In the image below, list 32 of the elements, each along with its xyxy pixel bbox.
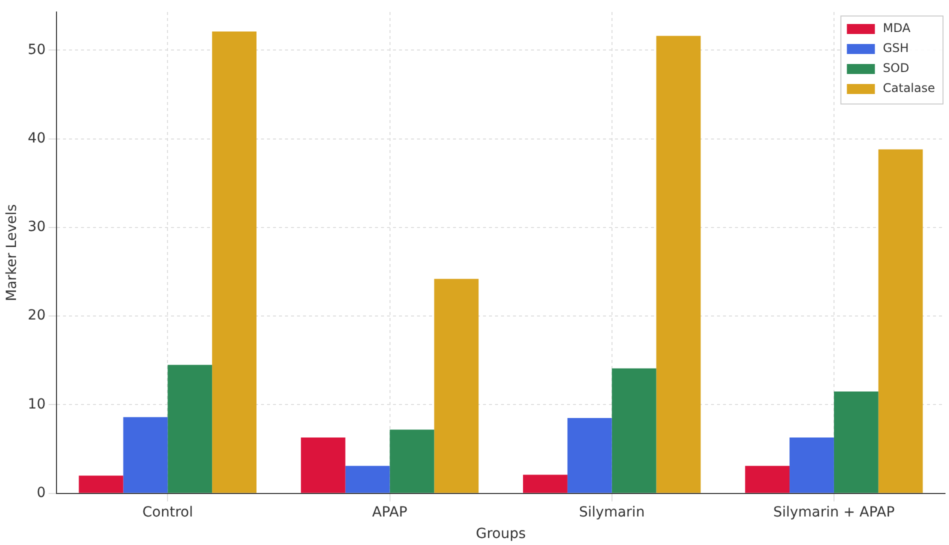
legend-label: Catalase [882, 81, 936, 96]
bar [168, 364, 212, 493]
x-tick-label: APAP [372, 504, 408, 520]
x-tick-label: Silymarin [579, 504, 645, 520]
y-tick-label: 40 [28, 130, 46, 146]
bar [434, 278, 479, 493]
bar [390, 430, 434, 493]
y-tick-label: 20 [28, 308, 46, 324]
bar [878, 149, 923, 493]
x-tick-label: Control [142, 504, 193, 520]
y-tick-label: 0 [36, 485, 46, 502]
legend-label: SOD [882, 61, 910, 76]
y-tick-label: 50 [28, 42, 46, 58]
bar [300, 438, 346, 493]
y-axis-title: Marker Levels [4, 204, 20, 302]
bar [656, 36, 701, 493]
bar [745, 466, 790, 493]
y-tick-label: 30 [28, 219, 46, 236]
bar [790, 438, 834, 493]
bar [612, 368, 656, 493]
y-tick-label: 10 [28, 396, 46, 412]
bar [123, 417, 168, 493]
bar [345, 466, 390, 493]
bar [78, 476, 124, 493]
bar [523, 474, 568, 493]
x-axis-title: Groups [476, 526, 526, 542]
bar [834, 391, 878, 493]
bar [212, 32, 256, 493]
x-tick-label: Silymarin + APAP [773, 504, 895, 520]
bar [567, 418, 612, 493]
legend-label: GSH [882, 41, 909, 56]
legend-label: MDA [882, 21, 912, 36]
